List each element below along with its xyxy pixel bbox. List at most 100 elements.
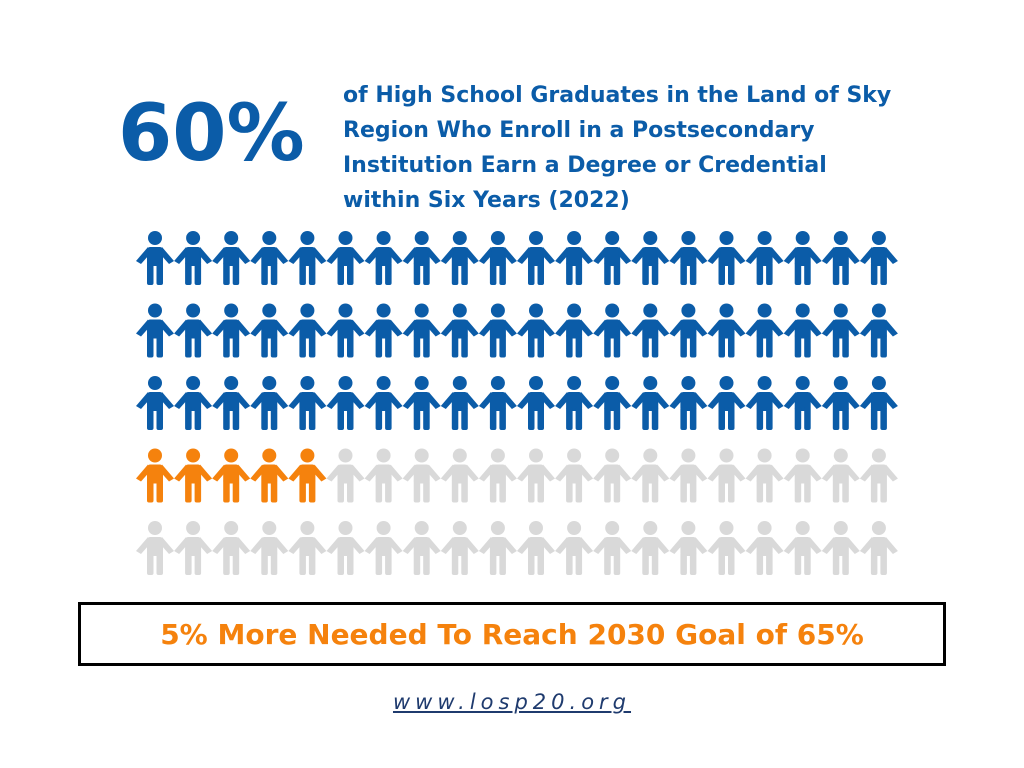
person-icon (669, 448, 708, 503)
person-icon (174, 448, 213, 503)
person-icon (136, 376, 174, 430)
person-icon (669, 303, 708, 358)
person-icon (631, 448, 670, 503)
person-icon (250, 231, 289, 285)
description-line: of High School Graduates in the Land of … (343, 83, 892, 108)
person-icon (631, 521, 670, 575)
person-icon (136, 231, 174, 285)
person-icon (669, 521, 708, 575)
person-icon (593, 448, 632, 503)
person-icon (783, 448, 822, 503)
callout-text: 5% More Needed To Reach 2030 Goal of 65% (160, 617, 864, 651)
person-icon (288, 376, 327, 430)
callout-box: 5% More Needed To Reach 2030 Goal of 65% (78, 602, 946, 666)
person-icon (212, 448, 251, 503)
person-icon (859, 448, 898, 503)
person-icon (136, 448, 174, 503)
person-icon (478, 303, 517, 358)
person-icon (364, 303, 403, 358)
person-icon (517, 376, 555, 430)
person-icon (821, 376, 860, 430)
person-icon (517, 448, 555, 503)
person-icon (478, 448, 517, 503)
person-icon (859, 303, 898, 358)
person-icon (440, 303, 479, 358)
person-icon (517, 231, 555, 285)
person-icon (402, 376, 441, 430)
person-icon (174, 376, 213, 430)
person-icon (821, 448, 860, 503)
person-icon (707, 376, 746, 430)
person-icon (669, 231, 708, 285)
person-icon (402, 448, 441, 503)
person-icon (212, 376, 251, 430)
person-icon (745, 448, 784, 503)
headline-description: of High School Graduates in the Land of … (343, 78, 891, 218)
person-icon (288, 448, 327, 503)
person-icon (821, 521, 860, 575)
person-icon (783, 521, 822, 575)
person-icon (326, 303, 365, 358)
person-icon (402, 303, 441, 358)
person-icon (136, 303, 174, 358)
person-icon (440, 448, 479, 503)
person-icon (364, 231, 403, 285)
person-icon (174, 231, 213, 285)
person-icon (707, 521, 746, 575)
person-icon (707, 448, 746, 503)
person-icon (669, 376, 708, 430)
person-icon (174, 303, 213, 358)
person-icon (555, 376, 594, 430)
person-icon (745, 521, 784, 575)
person-icon (859, 376, 898, 430)
person-icon (174, 521, 213, 575)
person-icon (212, 231, 251, 285)
person-icon (859, 521, 898, 575)
person-icon (326, 231, 365, 285)
person-icon (517, 303, 555, 358)
person-icon (783, 376, 822, 430)
person-icon (555, 521, 594, 575)
person-icon (326, 376, 365, 430)
person-icon (364, 448, 403, 503)
person-icon (745, 376, 784, 430)
person-icon (593, 231, 632, 285)
person-icon (593, 303, 632, 358)
person-icon (288, 521, 327, 575)
description-line: Institution Earn a Degree or Credential (343, 153, 827, 178)
person-icon (783, 303, 822, 358)
person-icon (631, 303, 670, 358)
person-icon (555, 303, 594, 358)
person-icon (478, 376, 517, 430)
person-icon (250, 448, 289, 503)
person-icon (402, 521, 441, 575)
person-icon (364, 376, 403, 430)
person-icon (593, 521, 632, 575)
person-icon (555, 231, 594, 285)
person-icon (136, 521, 174, 575)
person-icon (745, 303, 784, 358)
person-icon (250, 303, 289, 358)
website-link[interactable]: www.losp20.org (392, 690, 632, 714)
person-icon (250, 521, 289, 575)
person-icon (288, 303, 327, 358)
person-icon (250, 376, 289, 430)
person-icon (326, 521, 365, 575)
person-icon (745, 231, 784, 285)
person-icon (707, 231, 746, 285)
person-icon (555, 448, 594, 503)
person-icon (821, 231, 860, 285)
pictograph (136, 231, 898, 575)
person-icon (631, 376, 670, 430)
person-icon (517, 521, 555, 575)
person-icon (212, 303, 251, 358)
person-icon (288, 231, 327, 285)
person-icon (631, 231, 670, 285)
person-icon (478, 521, 517, 575)
person-icon (783, 231, 822, 285)
person-icon (593, 376, 632, 430)
person-icon (707, 303, 746, 358)
person-icon (859, 231, 898, 285)
person-icon (440, 231, 479, 285)
description-line: within Six Years (2022) (343, 188, 630, 213)
